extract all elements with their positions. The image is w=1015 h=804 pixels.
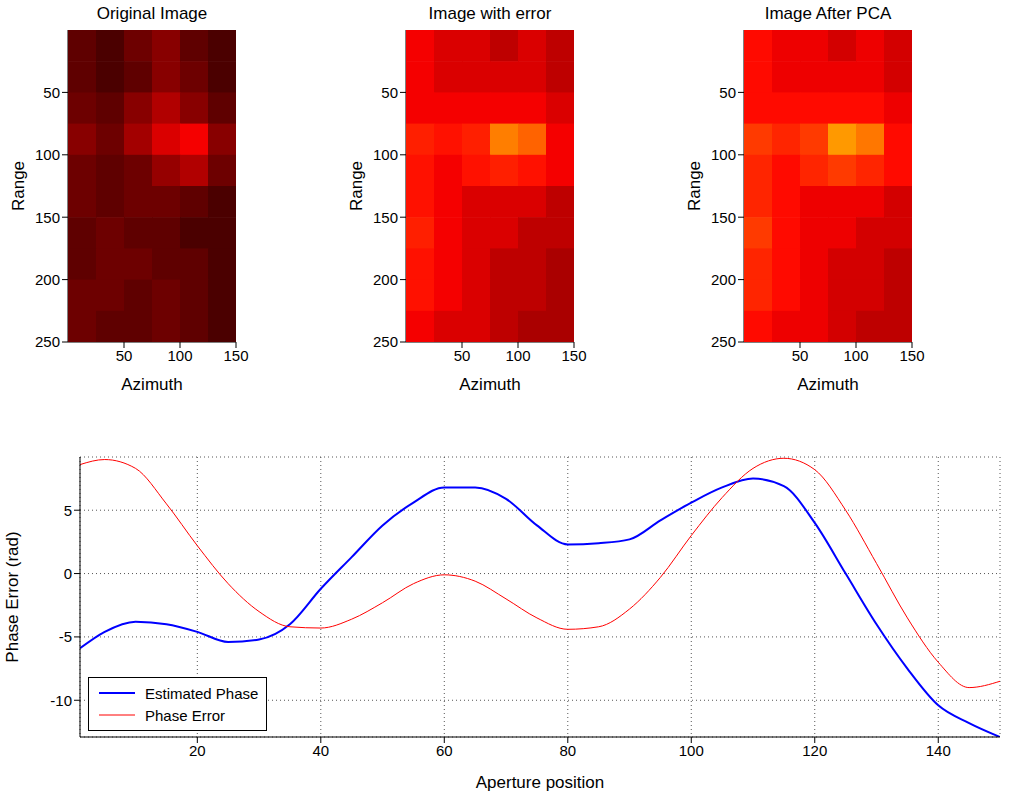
svg-text:250: 250 bbox=[711, 333, 736, 350]
svg-text:150: 150 bbox=[373, 209, 398, 226]
svg-text:Range: Range bbox=[347, 161, 366, 211]
svg-text:100: 100 bbox=[35, 146, 60, 163]
svg-text:100: 100 bbox=[505, 347, 530, 364]
svg-text:120: 120 bbox=[802, 742, 827, 759]
svg-text:Aperture position: Aperture position bbox=[476, 773, 605, 792]
svg-text:20: 20 bbox=[189, 742, 206, 759]
svg-text:-10: -10 bbox=[50, 692, 72, 709]
svg-text:140: 140 bbox=[926, 742, 951, 759]
html-text:Original Image: Original Image bbox=[96, 4, 208, 23]
svg-text:Range: Range bbox=[9, 161, 28, 211]
svg-text:100: 100 bbox=[711, 146, 736, 163]
svg-text:60: 60 bbox=[436, 742, 453, 759]
svg-text:100: 100 bbox=[167, 347, 192, 364]
svg-text:100: 100 bbox=[373, 146, 398, 163]
html-text:Image After PCA: Image After PCA bbox=[764, 4, 892, 23]
svg-text:-5: -5 bbox=[59, 628, 72, 645]
svg-text:250: 250 bbox=[373, 333, 398, 350]
svg-text:50: 50 bbox=[116, 347, 133, 364]
svg-text:150: 150 bbox=[561, 347, 586, 364]
svg-text:250: 250 bbox=[35, 333, 60, 350]
svg-text:Azimuth: Azimuth bbox=[121, 375, 182, 394]
svg-text:200: 200 bbox=[373, 271, 398, 288]
svg-text:200: 200 bbox=[711, 271, 736, 288]
svg-text:50: 50 bbox=[381, 84, 398, 101]
html-text:Estimated Phase: Estimated Phase bbox=[145, 684, 259, 702]
svg-text:Phase Error (rad): Phase Error (rad) bbox=[3, 531, 22, 662]
svg-text:200: 200 bbox=[35, 271, 60, 288]
svg-text:Azimuth: Azimuth bbox=[797, 375, 858, 394]
svg-text:150: 150 bbox=[223, 347, 248, 364]
svg-text:Range: Range bbox=[685, 161, 704, 211]
svg-text:5: 5 bbox=[64, 502, 72, 519]
svg-text:80: 80 bbox=[559, 742, 576, 759]
svg-text:150: 150 bbox=[711, 209, 736, 226]
html-text:Image with error: Image with error bbox=[428, 4, 552, 23]
svg-text:Azimuth: Azimuth bbox=[459, 375, 520, 394]
svg-text:50: 50 bbox=[792, 347, 809, 364]
html-text:Phase Error: Phase Error bbox=[145, 706, 225, 724]
svg-text:100: 100 bbox=[679, 742, 704, 759]
svg-text:0: 0 bbox=[64, 565, 72, 582]
svg-text:50: 50 bbox=[43, 84, 60, 101]
svg-text:150: 150 bbox=[35, 209, 60, 226]
svg-text:40: 40 bbox=[312, 742, 329, 759]
svg-text:100: 100 bbox=[843, 347, 868, 364]
svg-text:150: 150 bbox=[899, 347, 924, 364]
svg-text:50: 50 bbox=[454, 347, 471, 364]
svg-text:50: 50 bbox=[719, 84, 736, 101]
